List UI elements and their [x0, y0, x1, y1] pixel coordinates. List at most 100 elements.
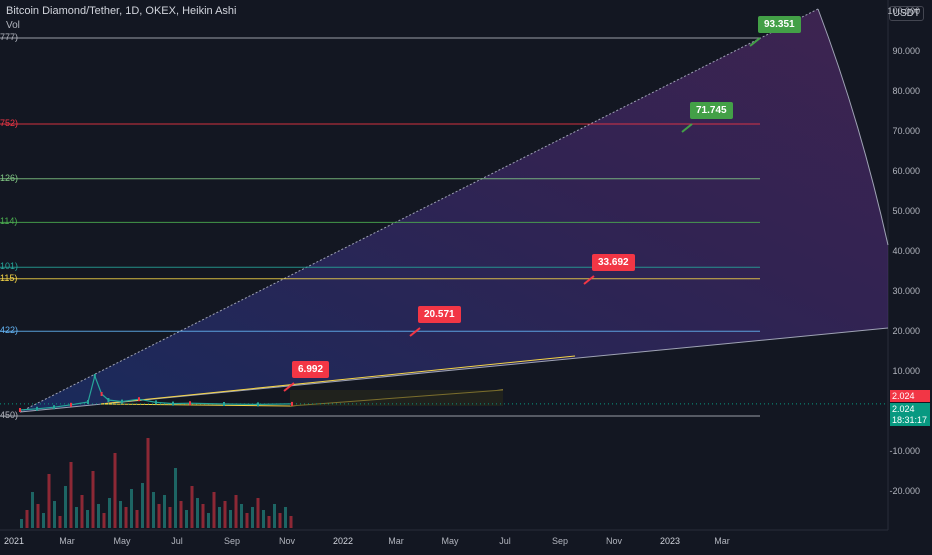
volume-bar-1 [25, 510, 29, 528]
callout-pointer-3 [409, 327, 421, 337]
y-tick-5: 50.000 [892, 206, 920, 216]
currency-badge[interactable]: USDT [888, 6, 924, 21]
price-candle-8 [121, 399, 123, 404]
level-label-2: 126) [0, 172, 19, 183]
price-candle-10 [155, 400, 157, 405]
fan-arc [817, 8, 889, 246]
y-tick-4: 60.000 [892, 166, 920, 176]
volume-bar-19 [124, 507, 128, 528]
volume-bar-42 [251, 507, 254, 528]
price-candle-5 [93, 374, 96, 378]
level-label-3: 114) [0, 216, 18, 227]
x-tick-3: Jul [171, 536, 183, 546]
volume-bar-3 [36, 504, 40, 528]
volume-bar-20 [130, 489, 133, 528]
y-tick-9: 10.000 [892, 366, 920, 376]
volume-bar-10 [75, 507, 78, 528]
volume-bar-39 [234, 495, 238, 528]
callout-93351: 93.351 [758, 16, 801, 33]
volume-bar-46 [273, 504, 276, 528]
volume-bar-43 [256, 498, 260, 528]
last-price-tag: 2.024 [890, 390, 930, 402]
volume-bar-41 [245, 513, 249, 528]
volume-bar-30 [185, 510, 188, 528]
price-candle-1 [36, 406, 38, 411]
y-tick-11: -20.000 [889, 486, 920, 496]
volume-bar-36 [218, 507, 221, 528]
fan-area [20, 9, 888, 412]
x-tick-5: Nov [278, 536, 296, 546]
volume-bar-44 [262, 510, 265, 528]
x-tick-9: Jul [499, 536, 511, 546]
price-line [19, 374, 293, 411]
volume-bar-8 [64, 486, 67, 528]
x-tick-4: Sep [223, 536, 241, 546]
volume-bar-47 [278, 513, 282, 528]
level-label-6: 422) [0, 325, 19, 336]
level-label-0: 777) [0, 32, 19, 42]
price-candle-9 [138, 397, 140, 402]
volume-bar-29 [179, 501, 183, 528]
y-tick-3: 70.000 [892, 126, 920, 136]
x-tick-7: Mar [388, 536, 404, 546]
countdown-tag: 18:31:17 [890, 414, 930, 426]
callout-pointer-4 [283, 382, 295, 392]
price-candle-0 [19, 408, 21, 412]
volume-bar-49 [289, 516, 293, 528]
price-candle-12 [189, 401, 191, 406]
volume-bar-40 [240, 504, 243, 528]
fan-upper-line [19, 8, 819, 413]
price-candle-3 [70, 402, 72, 407]
price-candle-15 [291, 401, 293, 406]
current-price-tag: 2.024 [890, 403, 930, 415]
volume-bar-18 [119, 501, 122, 528]
x-tick-0: 2021 [3, 536, 25, 546]
volume-bar-45 [267, 516, 271, 528]
callout-pointer-1 [681, 123, 693, 133]
callout-33692: 33.692 [592, 254, 635, 271]
callout-20571: 20.571 [418, 306, 461, 323]
x-tick-8: May [441, 536, 459, 546]
x-tick-13: Mar [714, 536, 730, 546]
price-candle-4 [87, 400, 89, 404]
volume-bar-14 [97, 504, 100, 528]
x-tick-11: Nov [605, 536, 623, 546]
price-candle-6 [100, 392, 103, 396]
price-candle-7 [107, 398, 110, 402]
volume-bar-23 [146, 438, 150, 528]
level-label-7: 450) [0, 410, 19, 420]
volume-bar-6 [53, 501, 56, 528]
x-tick-2: May [113, 536, 131, 546]
price-candle-13 [223, 402, 225, 406]
volume-bar-9 [69, 462, 73, 528]
callout-pointer-0 [749, 37, 761, 47]
trendline-upper [99, 355, 576, 405]
price-candle-11 [172, 401, 174, 406]
volume-bar-48 [284, 507, 287, 528]
volume-bar-32 [196, 498, 199, 528]
volume-bar-11 [80, 495, 84, 528]
volume-bar-24 [152, 492, 155, 528]
volume-bar-35 [212, 492, 216, 528]
volume-bar-38 [229, 510, 232, 528]
volume-bar-15 [102, 513, 106, 528]
price-candle-14 [257, 402, 259, 407]
fan-lower-line [19, 327, 889, 413]
level-label-4: 101) [0, 261, 19, 272]
volume-bar-22 [141, 483, 144, 528]
volume-bar-26 [163, 495, 166, 528]
y-tick-1: 90.000 [892, 46, 920, 56]
volume-bar-13 [91, 471, 95, 528]
x-tick-6: 2022 [332, 536, 354, 546]
volume-bar-4 [42, 513, 45, 528]
volume-bar-28 [174, 468, 177, 528]
chart-title: Bitcoin Diamond/Tether, 1D, OKEX, Heikin… [6, 5, 237, 17]
volume-bar-33 [201, 504, 205, 528]
level-label-5: 115) [0, 272, 18, 283]
volume-bar-25 [157, 504, 161, 528]
x-tick-10: Sep [551, 536, 569, 546]
volume-bar-12 [86, 510, 89, 528]
callout-6992: 6.992 [292, 361, 330, 378]
